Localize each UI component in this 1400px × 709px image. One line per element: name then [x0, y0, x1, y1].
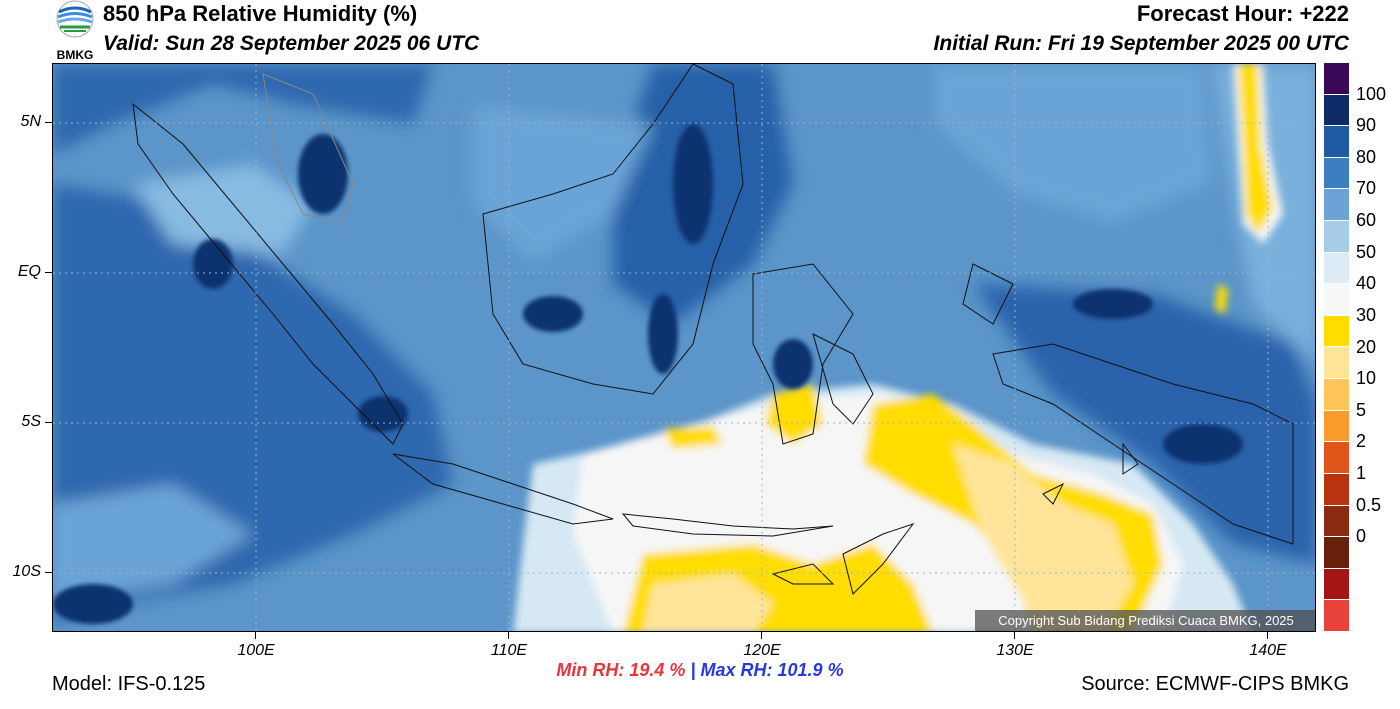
- colorbar-label: 50: [1356, 241, 1377, 262]
- colorbar-label: 90: [1356, 115, 1377, 136]
- initial-run: Initial Run: Fri 19 September 2025 00 UT…: [933, 32, 1349, 55]
- humidity-map: Copyright Sub Bidang Prediksi Cuaca BMKG…: [52, 63, 1316, 632]
- colorbar-label: 70: [1356, 178, 1377, 199]
- colorbar-label: 2: [1356, 431, 1367, 452]
- y-tick: [45, 422, 52, 423]
- lat-label-5s: 5S: [21, 413, 41, 430]
- colorbar-swatch: [1324, 473, 1349, 506]
- colorbar-swatch: [1324, 379, 1349, 411]
- colorbar-label: 40: [1356, 273, 1377, 294]
- colorbar-swatch: [1324, 537, 1349, 569]
- chart-title: 850 hPa Relative Humidity (%): [103, 1, 418, 26]
- y-tick: [45, 572, 52, 573]
- stats-separator: |: [690, 660, 696, 680]
- colorbar-swatch: [1324, 284, 1349, 316]
- colorbar-swatch: [1324, 315, 1349, 348]
- model-label: Model: IFS-0.125: [52, 673, 206, 695]
- colorbar-label: 30: [1356, 304, 1377, 325]
- lon-label-140e: 140E: [1249, 642, 1287, 659]
- lon-label-130e: 130E: [996, 642, 1034, 659]
- colorbar-swatch: [1324, 410, 1349, 443]
- y-tick: [45, 122, 52, 123]
- colorbar-label: 80: [1356, 146, 1377, 167]
- valid-time: Valid: Sun 28 September 2025 06 UTC: [103, 32, 480, 55]
- lat-label-5n: 5N: [20, 113, 41, 130]
- colorbar-label: 60: [1356, 210, 1377, 231]
- x-tick: [761, 632, 762, 639]
- x-tick: [1267, 632, 1268, 639]
- colorbar-label: 0: [1356, 526, 1367, 547]
- colorbar-swatch: [1324, 568, 1349, 601]
- colorbar-swatch: [1324, 126, 1349, 158]
- colorbar-swatch: [1324, 252, 1349, 285]
- lon-label-120e: 120E: [743, 642, 781, 659]
- colorbar-swatch: [1324, 505, 1349, 538]
- colorbar-label: 0.5: [1356, 494, 1382, 515]
- lat-label-eq: EQ: [17, 263, 41, 280]
- colorbar-swatch: [1324, 600, 1349, 632]
- colorbar-label: 5: [1356, 399, 1367, 420]
- colorbar-swatch: [1324, 63, 1349, 95]
- y-tick: [45, 272, 52, 273]
- colorbar-swatch: [1324, 221, 1349, 253]
- colorbar-swatch: [1324, 94, 1349, 127]
- forecast-hour: Forecast Hour: +222: [1136, 1, 1349, 26]
- x-tick: [1014, 632, 1015, 639]
- humidity-field: [53, 64, 1315, 631]
- lat-label-10s: 10S: [12, 563, 41, 580]
- x-tick: [255, 632, 256, 639]
- logo-text: BMKG: [57, 48, 94, 62]
- colorbar-label: 20: [1356, 336, 1377, 357]
- colorbar-label: 10: [1356, 368, 1377, 389]
- colorbar-label: 1: [1356, 462, 1367, 483]
- colorbar: [1324, 63, 1349, 632]
- colorbar-swatch: [1324, 189, 1349, 222]
- source-label: Source: ECMWF-CIPS BMKG: [1081, 673, 1349, 695]
- max-rh: Max RH: 101.9 %: [700, 660, 844, 680]
- colorbar-label: 100: [1356, 83, 1387, 104]
- colorbar-swatch: [1324, 157, 1349, 190]
- min-rh: Min RH: 19.4 %: [556, 660, 686, 680]
- rh-stats: Min RH: 19.4 % | Max RH: 101.9 %: [0, 660, 1400, 681]
- copyright-notice: Copyright Sub Bidang Prediksi Cuaca BMKG…: [975, 610, 1315, 631]
- x-tick: [508, 632, 509, 639]
- lon-label-110e: 110E: [490, 642, 528, 659]
- lon-label-100e: 100E: [237, 642, 275, 659]
- colorbar-swatch: [1324, 442, 1349, 474]
- colorbar-swatch: [1324, 347, 1349, 380]
- bmkg-logo: BMKG: [50, 0, 100, 62]
